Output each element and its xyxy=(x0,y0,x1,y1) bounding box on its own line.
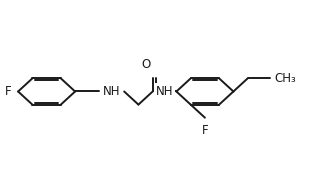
Text: F: F xyxy=(5,85,12,98)
Text: F: F xyxy=(202,124,208,137)
Text: NH: NH xyxy=(156,85,173,98)
Text: CH₃: CH₃ xyxy=(274,72,296,85)
Text: O: O xyxy=(142,58,151,71)
Text: NH: NH xyxy=(103,85,120,98)
